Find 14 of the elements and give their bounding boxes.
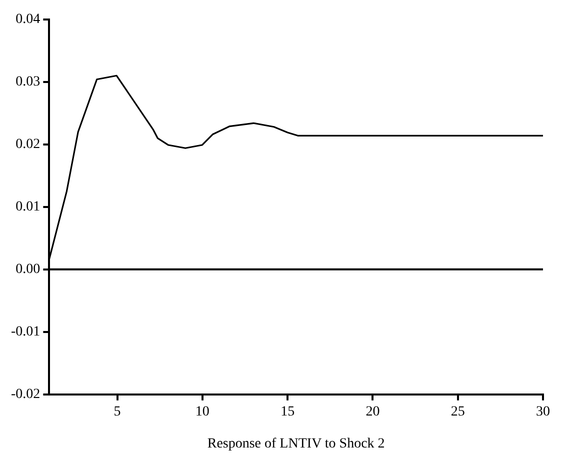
y-tick-label: 0.00	[16, 262, 40, 278]
y-tick-label: 0.04	[16, 12, 40, 28]
x-tick-label: 20	[366, 404, 380, 420]
y-tick-label: -0.01	[10, 324, 40, 340]
x-axis-title: Response of LNTIV to Shock 2	[207, 436, 385, 452]
x-tick-label: 25	[450, 404, 465, 420]
y-tick-label: -0.02	[10, 387, 40, 402]
y-tick-label: 0.02	[16, 137, 40, 152]
y-tick-label: 0.03	[16, 74, 40, 90]
x-tick-label: 30	[536, 404, 550, 420]
x-tick-label: 10	[195, 404, 210, 420]
y-tick-label: 0.01	[16, 200, 40, 215]
x-tick-label: 15	[280, 404, 295, 420]
x-tick-label: 5	[114, 404, 121, 420]
